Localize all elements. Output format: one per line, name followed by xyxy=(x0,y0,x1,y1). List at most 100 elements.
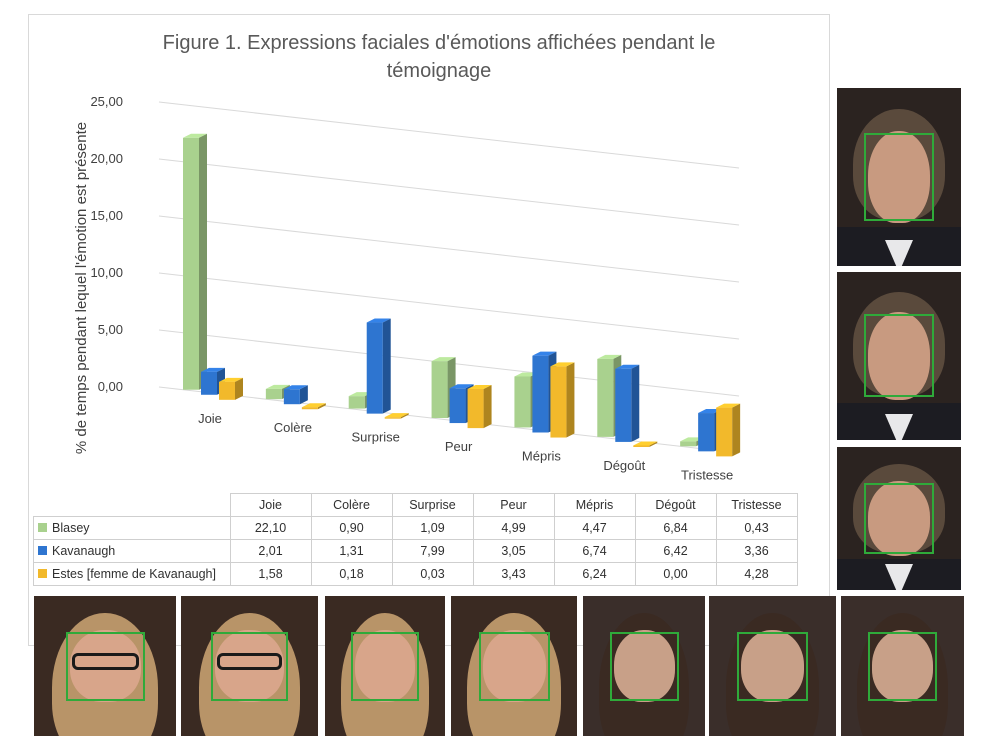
table-column-header: Mépris xyxy=(553,493,636,517)
table-body: Blasey 22,10 0,90 1,09 4,99 4,47 6,84 0,43 Kavan… xyxy=(33,516,798,586)
y-tick-label: 25,00 xyxy=(90,94,123,109)
blasey-photo xyxy=(34,596,176,736)
x-tick-label: Colère xyxy=(274,420,312,435)
bar-side xyxy=(382,318,391,414)
table-cell: 1,09 xyxy=(391,516,474,540)
bar-estes-6 xyxy=(716,407,733,457)
bar-kavanaugh-6 xyxy=(698,413,715,452)
face-detection-box xyxy=(351,631,419,701)
bar-blasey-5 xyxy=(597,358,614,437)
table-cell: 7,99 xyxy=(391,539,474,563)
y-axis-label: % de temps pendant lequel l'émotion est … xyxy=(73,121,90,455)
kavanaugh-photo xyxy=(837,88,961,266)
bar-side xyxy=(400,413,409,419)
estes-photo xyxy=(841,596,964,736)
table-cell: 0,00 xyxy=(634,562,717,586)
series-legend-cell: Blasey xyxy=(33,516,231,540)
bar-top xyxy=(283,385,308,390)
bar-top xyxy=(183,133,207,138)
face-detection-box xyxy=(478,631,550,701)
face xyxy=(868,481,930,556)
table-cell: 3,43 xyxy=(472,562,555,586)
bar-estes-2 xyxy=(384,417,401,419)
blasey-photo xyxy=(451,596,577,736)
bar-top xyxy=(532,351,557,356)
table-cell: 3,36 xyxy=(715,539,798,563)
bar-blasey-2 xyxy=(348,396,365,409)
table-column-header: Joie xyxy=(229,493,312,517)
table-column-header: Colère xyxy=(310,493,393,517)
bar-estes-3 xyxy=(467,389,484,429)
data-table: Joie Colère Surprise Peur Mépris Dégoût Triste… xyxy=(33,493,798,586)
table-column-header: Dégoût xyxy=(634,493,717,517)
bar-blasey-1 xyxy=(265,388,282,400)
bar-top xyxy=(201,367,225,372)
bar-estes-4 xyxy=(550,366,567,438)
bar-top xyxy=(219,377,243,382)
bar-top xyxy=(633,441,658,446)
bar-kavanaugh-5 xyxy=(615,368,632,442)
table-cell: 0,43 xyxy=(715,516,798,540)
bar-top xyxy=(449,384,474,389)
bar-side xyxy=(732,403,741,457)
x-tick-label: Tristesse xyxy=(681,467,733,482)
table-header-row: Joie Colère Surprise Peur Mépris Dégoût Triste… xyxy=(33,493,798,517)
table-cell: 3,05 xyxy=(472,539,555,563)
gridline xyxy=(158,101,740,169)
series-name: Kavanaugh xyxy=(52,544,116,558)
table-column-header: Peur xyxy=(472,493,555,517)
bar-estes-5 xyxy=(633,445,650,447)
x-tick-label: Dégoût xyxy=(603,458,645,473)
face-detection-box xyxy=(65,631,145,701)
table-cell: 6,42 xyxy=(634,539,717,563)
glasses xyxy=(71,652,139,671)
bar-top xyxy=(366,318,391,323)
bar-top xyxy=(467,385,492,390)
bar-kavanaugh-1 xyxy=(283,389,300,405)
table-column-header: Surprise xyxy=(391,493,474,517)
bar-top xyxy=(597,354,622,359)
table-cell: 0,03 xyxy=(391,562,474,586)
x-tick-label: Joie xyxy=(198,411,222,426)
bar-kavanaugh-3 xyxy=(449,388,466,424)
face xyxy=(482,629,546,703)
chart-title-line-2: témoignage xyxy=(386,60,492,82)
chart-plot: 0,00 5,00 10,00 15,00 20,00 25,00 Joie Colère Su… xyxy=(90,94,741,482)
table-cell: 0,18 xyxy=(310,562,393,586)
face-detection-box xyxy=(736,631,809,701)
blasey-photo xyxy=(181,596,318,736)
kavanaugh-photo xyxy=(837,447,961,590)
table-row: Kavanaugh 2,01 1,31 7,99 3,05 6,74 6,42 3,36 xyxy=(33,539,798,563)
table-cell: 6,74 xyxy=(553,539,636,563)
bar-kavanaugh-0 xyxy=(201,371,217,395)
y-tick-label: 0,00 xyxy=(98,379,123,394)
table-cell: 0,90 xyxy=(310,516,393,540)
bar-top xyxy=(431,357,456,362)
bar-estes-1 xyxy=(301,407,318,410)
bar-top xyxy=(550,362,575,367)
face xyxy=(613,629,675,703)
chart-title-line-1: Figure 1. Expressions faciales d'émotion… xyxy=(162,32,716,54)
face xyxy=(355,629,415,703)
bar-blasey-4 xyxy=(514,376,531,428)
face xyxy=(868,130,930,224)
face-detection-box xyxy=(864,132,934,221)
bar-side xyxy=(631,364,640,442)
gridline xyxy=(158,215,740,283)
x-tick-label: Peur xyxy=(445,439,473,454)
bar-side xyxy=(649,441,658,447)
table-row: Estes [femme de Kavanaugh] 1,58 0,18 0,03 3,… xyxy=(33,562,798,586)
face-detection-box xyxy=(864,483,934,554)
y-tick-label: 20,00 xyxy=(90,151,123,166)
series-legend-cell: Estes [femme de Kavanaugh] xyxy=(33,562,231,586)
face xyxy=(69,629,141,703)
series-legend-cell: Kavanaugh xyxy=(33,539,231,563)
bar-top xyxy=(615,364,640,369)
y-tick-label: 5,00 xyxy=(98,322,123,337)
bar-kavanaugh-2 xyxy=(366,322,383,414)
face xyxy=(215,629,284,703)
table-cell: 4,47 xyxy=(553,516,636,540)
table-cell: 4,99 xyxy=(472,516,555,540)
table-cell: 1,31 xyxy=(310,539,393,563)
bar-blasey-3 xyxy=(431,361,448,419)
